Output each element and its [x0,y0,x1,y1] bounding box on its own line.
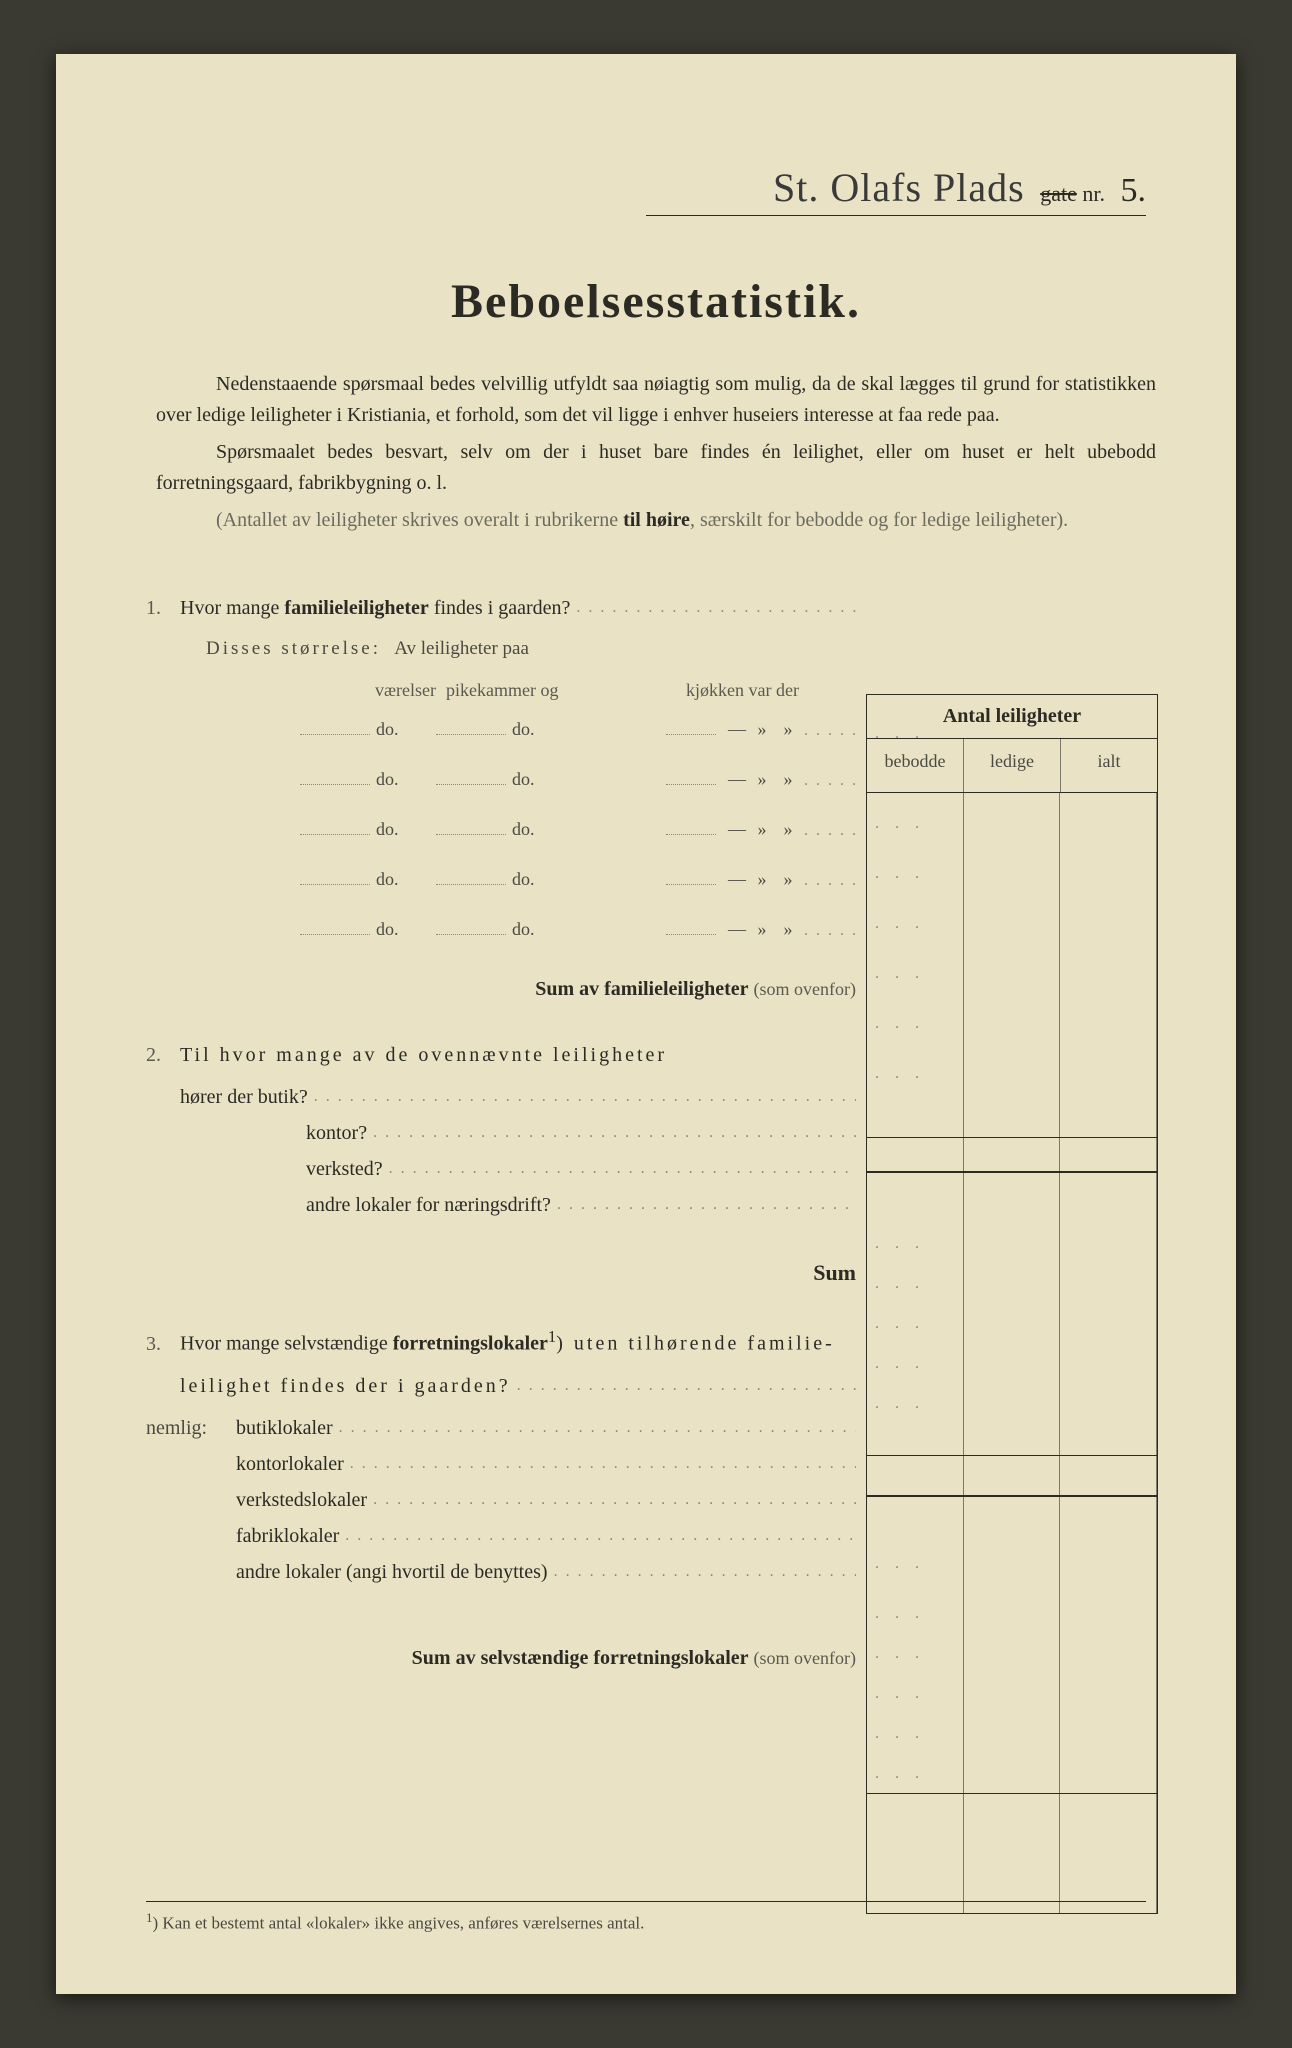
intro-paragraph-2: Spørsmaalet bedes besvart, selv om der i… [156,437,1156,499]
count-table-subheader: bebodde ledige ialt [867,739,1157,792]
q1-size-table: værelser pikekammer og kjøkken var der d… [246,674,856,962]
col-ledige: ledige [964,739,1061,792]
intro-paragraph-3: (Antallet av leiligheter skrives overalt… [156,505,1156,536]
q3-item-butik: butiklokaler [236,1410,856,1446]
q2-number: 2. [146,1037,180,1073]
q3-sum: Sum av selvstændige forretningslokaler (… [146,1640,856,1676]
q2-block: 2. Til hvor mange av de ovennævnte leili… [146,1037,856,1293]
q1-disses: Disses størrelse: Av leiligheter paa [206,632,856,666]
q3-number: 3. [146,1326,180,1362]
q1-size-row-4: do. do. — »» [246,863,856,913]
q1-text: Hvor mange familieleiligheter findes i g… [180,590,856,626]
q2-item-verksted: verksted? [306,1151,856,1187]
head-kjokken: kjøkken var der [686,674,856,706]
q3-block: 3. Hvor mange selvstændige forretningslo… [146,1322,856,1676]
count-col-1 [867,793,964,1913]
count-col-3 [1060,793,1157,1913]
q3-nemlig-row: nemlig: butiklokaler [146,1410,856,1446]
q1-sum: Sum av familieleiligheter (som ovenfor) [146,971,856,1007]
footnote: 1) Kan et bestemt antal «lokaler» ikke a… [146,1901,1146,1934]
street-header-line: St. Olafs Plads gate nr. 5. [646,164,1146,216]
q2-sum: Sum [146,1253,856,1293]
q3-nemlig: nemlig: [146,1410,236,1446]
head-vaerelser: værelser [246,674,446,706]
col-ialt: ialt [1061,739,1157,792]
handwritten-number: 5. [1121,172,1147,209]
q1-number: 1. [146,590,180,626]
q1-size-head: værelser pikekammer og kjøkken var der [246,674,856,706]
q2-text: Til hvor mange av de ovennævnte leilighe… [180,1037,856,1073]
q2-line2: hører der butik? [180,1079,856,1115]
count-table-body: . . . . . . . . . . . . . . . . . . . . … [867,792,1157,1913]
gate-label-strike: gate [1040,181,1077,206]
q3-line1: Hvor mange selvstændige forretningslokal… [180,1322,856,1362]
document-page: St. Olafs Plads gate nr. 5. Beboelsessta… [56,54,1236,1994]
q3-row: 3. Hvor mange selvstændige forretningslo… [146,1322,856,1362]
q1-size-row-1: do. do. — »» [246,713,856,763]
q1-size-row-2: do. do. — »» [246,763,856,813]
q1-size-row-5: do. do. — »» [246,913,856,963]
col-bebodde: bebodde [867,739,964,792]
count-table: Antal leiligheter bebodde ledige ialt . … [866,694,1158,1914]
questions-area: 1. Hvor mange familieleiligheter findes … [146,590,856,1676]
gate-label: gate nr. [1040,181,1110,206]
intro-paragraph-1: Nedenstaaende spørsmaal bedes velvillig … [156,369,1156,431]
scan-background: St. Olafs Plads gate nr. 5. Beboelsessta… [0,0,1292,2048]
head-pike: pikekammer og [446,674,686,706]
q2-item-andre: andre lokaler for næringsdrift? [306,1187,856,1223]
q1-row: 1. Hvor mange familieleiligheter findes … [146,590,856,626]
count-col-2 [964,793,1061,1913]
nr-label: nr. [1082,181,1105,206]
q3-item-verksted: verkstedslokaler [236,1482,856,1518]
q3-item-andre: andre lokaler (angi hvortil de benyttes) [236,1554,856,1590]
handwritten-street: St. Olafs Plads [773,165,1025,210]
q2-item-kontor: kontor? [306,1115,856,1151]
q3-item-kontor: kontorlokaler [236,1446,856,1482]
q3-item-fabrik: fabriklokaler [236,1518,856,1554]
q3-line2: leilighet findes der i gaarden? [180,1368,856,1404]
q2-row: 2. Til hvor mange av de ovennævnte leili… [146,1037,856,1073]
q1-size-row-3: do. do. — »» [246,813,856,863]
page-title: Beboelsesstatistik. [146,274,1166,329]
